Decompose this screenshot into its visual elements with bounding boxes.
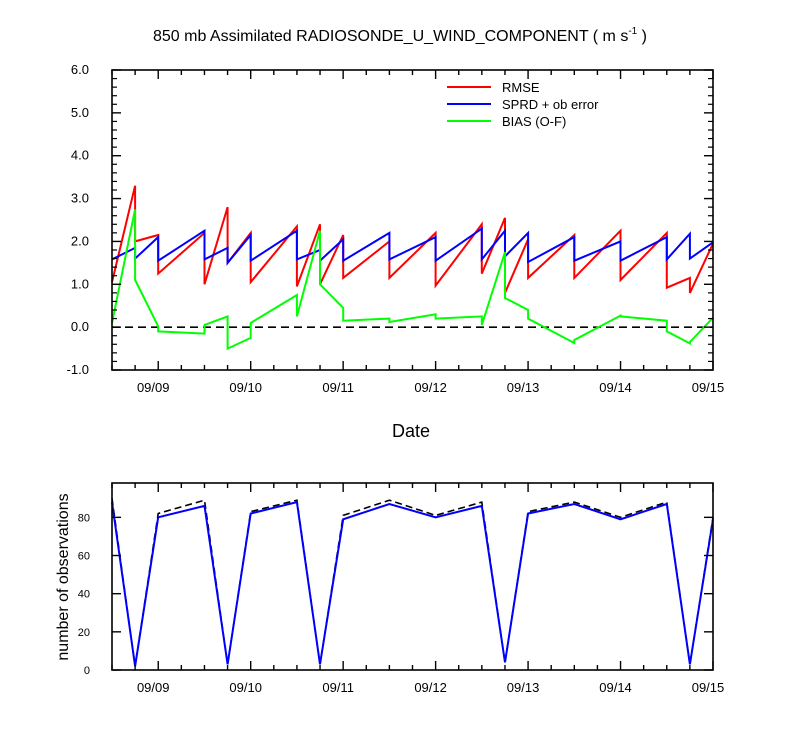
chart-title: 850 mb Assimilated RADIOSONDE_U_WIND_COM… <box>153 26 647 45</box>
x-tick-label: 09/09 <box>137 380 170 395</box>
x-tick-label: 09/12 <box>414 680 447 695</box>
x-tick-label: 09/09 <box>137 680 170 695</box>
x-tick-label: 09/10 <box>229 680 262 695</box>
x-tick-label: 09/14 <box>599 380 632 395</box>
legend: RMSE SPRD + ob error BIAS (O-F) <box>447 80 599 129</box>
x-tick-label: 09/13 <box>507 380 540 395</box>
chart-title-suffix: ) <box>637 28 647 45</box>
legend-label: RMSE <box>502 80 540 95</box>
x-tick-label: 09/11 <box>322 680 354 695</box>
legend-label: SPRD + ob error <box>502 97 599 112</box>
observations-panel: 09/09 09/10 09/11 09/12 09/13 09/14 09/15 0 20 40… <box>78 482 725 695</box>
y-tick-label: 2.0 <box>71 233 89 248</box>
y-tick-label: 0.0 <box>71 319 89 334</box>
series-line-bias-o-f <box>111 209 714 351</box>
y-tick-label: 1.0 <box>71 276 89 291</box>
series-line-observations-possible <box>111 498 714 667</box>
y-tick-label: 60 <box>78 551 90 563</box>
x-tick-label: 09/13 <box>507 680 540 695</box>
plot-frame <box>111 69 714 371</box>
chart-title-text: 850 mb Assimilated RADIOSONDE_U_WIND_COM… <box>153 28 628 45</box>
legend-label: BIAS (O-F) <box>502 114 566 129</box>
diagnostics-panel: 09/09 09/10 09/11 09/12 09/13 09/14 09/15 -1.0 0… <box>67 62 725 395</box>
x-axis-label: Date <box>392 421 430 441</box>
y-tick-label: 40 <box>78 589 90 601</box>
y-tick-label: 80 <box>78 512 90 524</box>
y-tick-label: 20 <box>78 627 90 639</box>
x-tick-label: 09/14 <box>599 680 632 695</box>
series-line-observations-used <box>111 500 714 667</box>
y-tick-label: 0 <box>84 665 90 677</box>
y-tick-label: 3.0 <box>71 191 89 206</box>
x-tick-label: 09/10 <box>229 380 262 395</box>
x-tick-label: 09/15 <box>692 380 725 395</box>
series-line-sprd-ob-error <box>111 226 714 266</box>
y-tick-label: 4.0 <box>71 148 89 163</box>
series-line-rmse <box>111 185 714 294</box>
y-tick-label: -1.0 <box>67 362 89 377</box>
y-tick-label: 6.0 <box>71 62 89 77</box>
x-tick-label: 09/15 <box>692 680 725 695</box>
y-axis-label-observations: number of observations <box>55 493 72 660</box>
chart-title-superscript: -1 <box>628 26 637 37</box>
y-tick-label: 5.0 <box>71 105 89 120</box>
x-tick-label: 09/12 <box>414 380 447 395</box>
x-tick-label: 09/11 <box>322 380 354 395</box>
